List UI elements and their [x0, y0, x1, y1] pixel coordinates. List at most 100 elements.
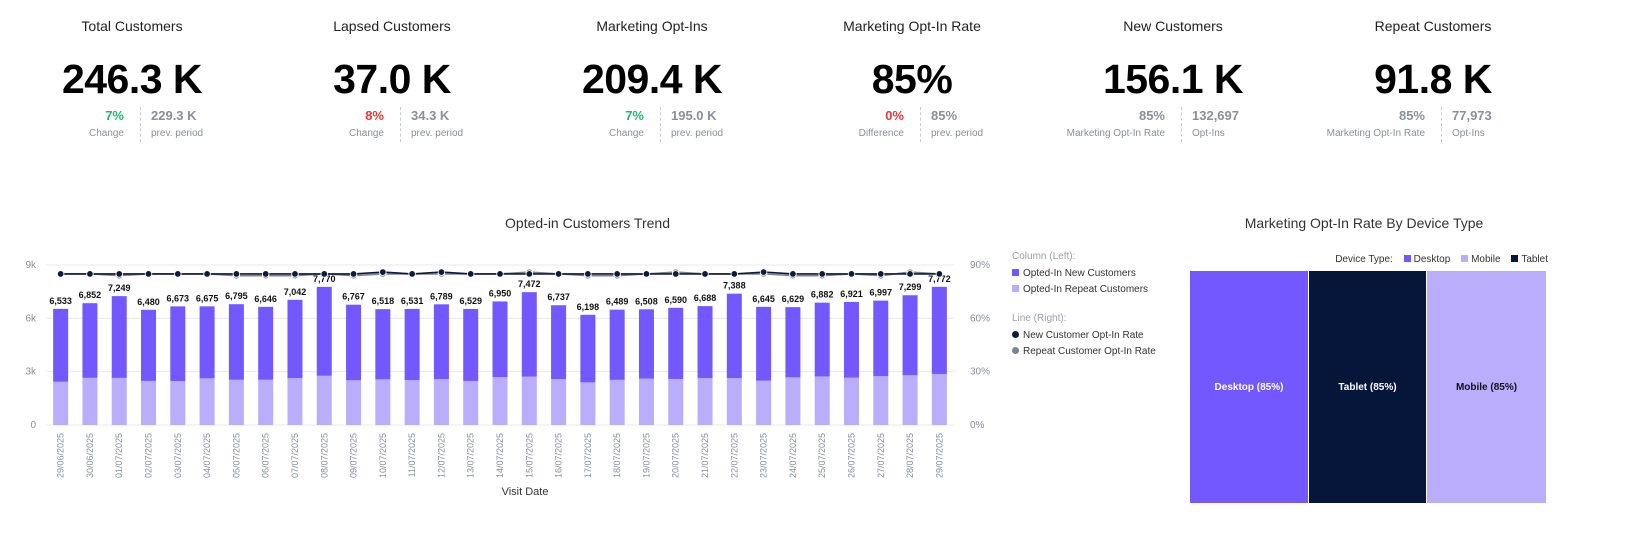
line-point — [86, 270, 94, 278]
line-point — [818, 270, 826, 278]
data-label: 7,042 — [284, 287, 307, 297]
kpi-subs: 85% Marketing Opt-In Rate 132,697 Opt-In… — [1037, 107, 1309, 145]
kpi-sub-left: 7% Change — [484, 107, 644, 142]
data-label: 7,770 — [313, 274, 336, 284]
line-point — [174, 270, 182, 278]
legend-item-repeat-rate[interactable]: Repeat Customer Opt-In Rate — [1012, 344, 1182, 360]
kpi-title: Marketing Opt-In Rate — [843, 18, 981, 34]
bar-repeat — [843, 377, 859, 425]
data-label: 6,737 — [547, 292, 570, 302]
x-tick-label: 07/07/2025 — [290, 433, 300, 478]
kpi-row: Total Customers 246.3 K 7% Change 229.3 … — [0, 0, 1629, 160]
line-point — [261, 270, 270, 278]
kpi-sub-right: 85% prev. period — [920, 107, 983, 142]
kpi-repeat-customers: Repeat Customers 91.8 K 85% Marketing Op… — [1297, 17, 1569, 157]
bar-repeat — [873, 376, 889, 425]
line-point — [437, 268, 446, 276]
bar-new — [785, 307, 801, 378]
kpi-sub-right: 77,973 Opt-Ins — [1441, 107, 1492, 142]
x-tick-label: 25/07/2025 — [817, 433, 827, 478]
legend-swatch — [1403, 255, 1411, 262]
y-tick-label: 9k — [25, 260, 37, 271]
legend-label: Opted-In Repeat Customers — [1023, 284, 1149, 295]
y2-tick-label: 90% — [970, 260, 990, 271]
bar-repeat — [346, 380, 362, 425]
x-tick-label: 05/07/2025 — [231, 433, 241, 478]
bar-repeat — [814, 376, 830, 425]
kpi-sub-label: Opt-Ins — [1192, 128, 1225, 139]
line-point — [408, 270, 416, 278]
data-label: 6,688 — [694, 293, 717, 303]
bar-new — [902, 295, 918, 376]
bar-repeat — [697, 378, 713, 425]
kpi-title: Repeat Customers — [1374, 18, 1492, 34]
bar-repeat — [902, 375, 918, 425]
kpi-total-customers: Total Customers 246.3 K 7% Change 229.3 … — [0, 17, 268, 157]
line-point — [642, 270, 651, 278]
treemap-cell-tablet[interactable]: Tablet (85%) — [1309, 271, 1427, 503]
x-tick-label: 12/07/2025 — [436, 433, 446, 478]
bar-new — [141, 309, 157, 381]
treemap-cell-desktop[interactable]: Desktop (85%) — [1190, 271, 1309, 503]
bar-repeat — [82, 377, 98, 425]
y-tick-label: 3k — [25, 367, 37, 378]
bar-new — [111, 296, 127, 378]
legend-item-tablet[interactable]: Tablet — [1521, 254, 1548, 265]
bar-repeat — [638, 378, 654, 425]
legend-item-new-customers[interactable]: Opted-In New Customers — [1012, 266, 1182, 282]
x-tick-label: 02/07/2025 — [144, 433, 154, 478]
bar-repeat — [931, 373, 947, 425]
kpi-value: 85% — [871, 56, 953, 102]
line-point — [847, 270, 856, 278]
data-label: 6,921 — [840, 289, 863, 299]
kpi-sub-value: 7% — [105, 108, 124, 123]
x-axis-label: Visit Date — [502, 486, 549, 498]
legend-item-repeat-customers[interactable]: Opted-In Repeat Customers — [1012, 282, 1182, 298]
treemap-cell-mobile[interactable]: Mobile (85%) — [1427, 271, 1546, 503]
bar-repeat — [287, 378, 303, 425]
treemap-legend-heading: Device Type: — [1335, 254, 1393, 265]
kpi-title: Lapsed Customers — [333, 18, 451, 34]
legend-label: Opted-In New Customers — [1023, 268, 1136, 279]
legend-item-new-rate[interactable]: New Customer Opt-In Rate — [1012, 328, 1182, 344]
y-tick-label: 0 — [30, 420, 36, 431]
y2-tick-label: 60% — [970, 313, 990, 324]
treemap-cell-label: Mobile (85%) — [1455, 381, 1518, 393]
kpi-subs: 0% Difference 85% prev. period — [776, 107, 1048, 145]
x-tick-label: 18/07/2025 — [612, 433, 622, 478]
data-label: 6,518 — [372, 296, 395, 306]
kpi-sub-value: 132,697 — [1192, 108, 1239, 123]
kpi-sub-label: Difference — [858, 128, 904, 139]
x-tick-label: 16/07/2025 — [554, 433, 564, 478]
line-point — [906, 270, 914, 278]
x-tick-label: 11/07/2025 — [407, 433, 417, 477]
kpi-sub-value: 195.0 K — [671, 108, 717, 123]
data-label: 7,772 — [928, 274, 951, 284]
kpi-sub-label: Change — [608, 128, 644, 139]
x-tick-label: 01/07/2025 — [114, 433, 124, 478]
kpi-sub-right: 195.0 K prev. period — [660, 107, 723, 142]
treemap-cell-label: Desktop (85%) — [1214, 381, 1284, 393]
bar-new — [404, 308, 420, 381]
data-label: 6,198 — [577, 302, 600, 312]
kpi-sub-value: 8% — [365, 108, 384, 123]
x-tick-label: 29/07/2025 — [934, 433, 944, 478]
bar-new — [843, 301, 859, 378]
line-point — [730, 270, 739, 278]
kpi-sub-value: 77,973 — [1452, 108, 1492, 123]
x-tick-label: 17/07/2025 — [583, 433, 593, 478]
legend-item-desktop[interactable]: Desktop — [1413, 254, 1451, 265]
kpi-sub-label: prev. period — [931, 128, 984, 139]
x-tick-label: 19/07/2025 — [641, 433, 651, 478]
line-point — [672, 270, 680, 278]
kpi-value: 37.0 K — [333, 56, 451, 102]
x-tick-label: 26/07/2025 — [846, 433, 856, 478]
line-point — [877, 270, 885, 278]
legend-item-mobile[interactable]: Mobile — [1471, 254, 1501, 265]
bar-repeat — [609, 379, 625, 425]
bar-new — [492, 301, 508, 377]
data-label: 6,529 — [459, 296, 482, 306]
kpi-sub-value: 229.3 K — [151, 108, 197, 123]
bar-repeat — [580, 382, 596, 425]
bar-new — [287, 299, 303, 379]
